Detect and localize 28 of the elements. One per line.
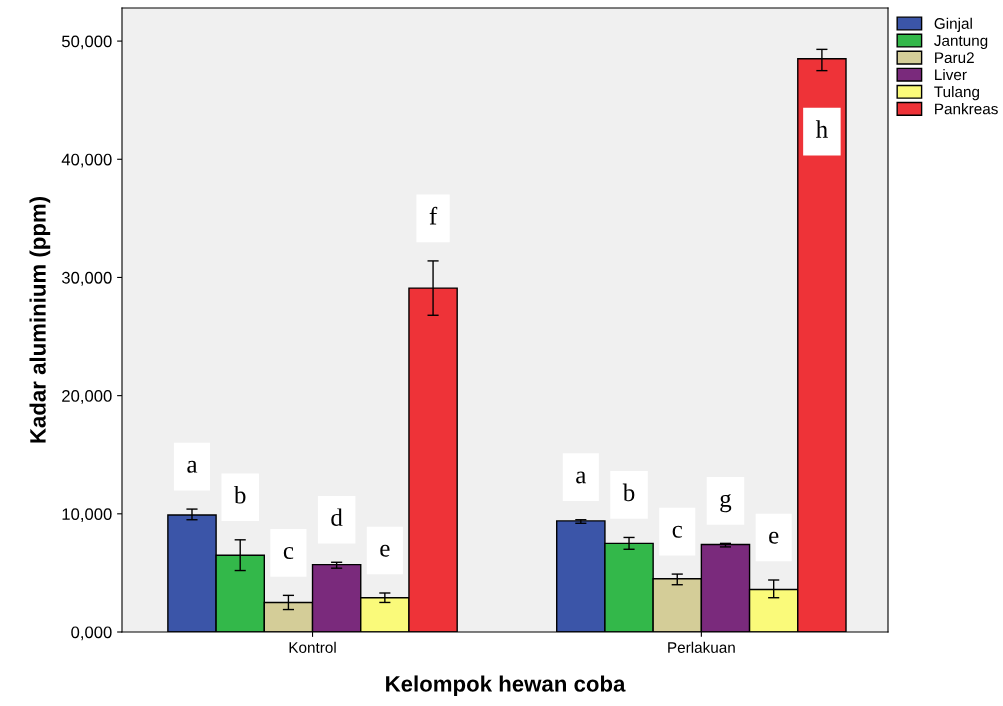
data-label: a — [576, 471, 587, 484]
data-label: c — [283, 547, 294, 560]
legend-label: Ginjal — [934, 17, 972, 32]
x-axis-title: Kelompok hewan coba — [386, 675, 626, 697]
y-axis-title: Kadar aluminium (ppm) — [29, 197, 51, 443]
legend-label: Tulang — [934, 86, 979, 101]
legend-label: Liver — [935, 68, 967, 81]
legend-label: Pankreas — [935, 103, 998, 115]
x-tick-label: Perlakuan — [668, 641, 735, 653]
data-label: a — [187, 460, 198, 473]
legend-label: Paru2 — [935, 52, 974, 64]
x-tick-label: Kontrol — [289, 641, 336, 653]
data-label: h — [815, 120, 828, 138]
data-label: b — [622, 483, 635, 502]
data-label: g — [720, 493, 732, 513]
data-label: f — [429, 206, 438, 225]
data-label: e — [380, 544, 390, 557]
data-label: e — [769, 531, 779, 544]
legend-label: Jantung — [934, 35, 988, 50]
y-tick-label: 10,000 — [62, 508, 112, 522]
data-label: c — [672, 525, 683, 538]
y-tick-label: 30,000 — [61, 271, 112, 286]
y-tick-label: 0,000 — [71, 626, 112, 641]
y-tick-label: 20,000 — [62, 390, 112, 404]
y-tick-label: 40,000 — [61, 153, 112, 168]
data-label: b — [233, 485, 246, 504]
y-tick-label: 50,000 — [61, 35, 112, 50]
data-label: d — [331, 508, 343, 526]
